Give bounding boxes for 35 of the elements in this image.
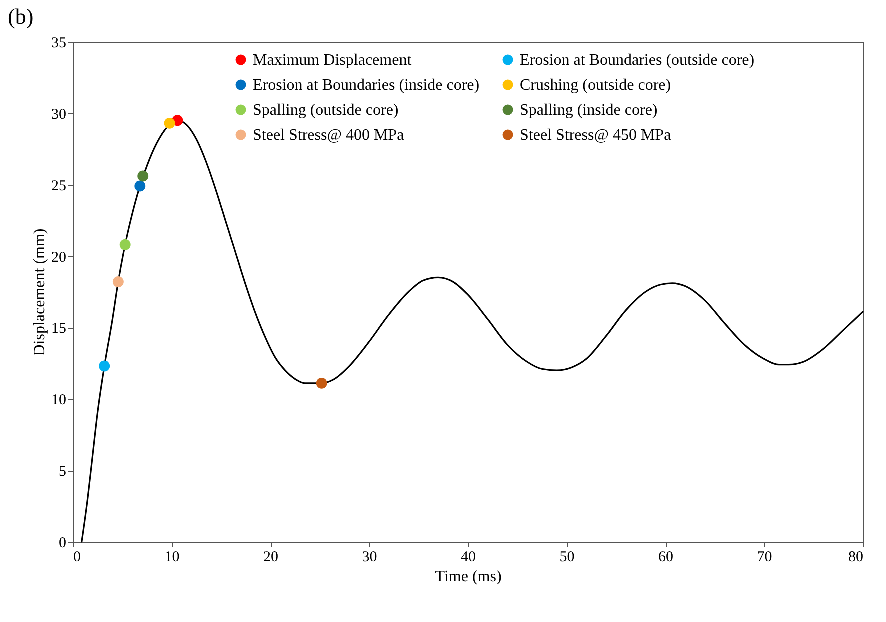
x-tick-label: 80	[848, 550, 864, 566]
x-tick-label: 60	[658, 550, 674, 566]
x-axis-title: Time (ms)	[435, 568, 502, 586]
y-axis-title: Displacement (mm)	[32, 228, 48, 356]
point	[138, 170, 149, 182]
y-tick-label: 35	[52, 36, 66, 52]
y-tick-label: 30	[52, 106, 66, 123]
legend-label: Maximum Displacement	[253, 52, 412, 69]
point	[164, 118, 176, 129]
legend-label: Erosion at Boundaries (outside core)	[520, 52, 755, 69]
point	[120, 239, 131, 250]
x-tick-label: 40	[461, 550, 476, 566]
x-tick-label: 50	[560, 550, 575, 566]
y-tick-label: 15	[52, 321, 66, 338]
point	[316, 378, 328, 389]
point	[134, 180, 146, 192]
x-tick-label: 10	[164, 550, 180, 566]
y-tick-label: 25	[52, 178, 66, 194]
legend-label: Steel Stress@ 450 MPa	[520, 127, 672, 144]
x-tick-label: 0	[74, 550, 81, 566]
legend-label: Spalling (inside core)	[520, 102, 658, 119]
point	[99, 360, 110, 372]
point	[112, 276, 124, 288]
x-tick-label: 20	[264, 550, 278, 566]
legend-label: Steel Stress@ 400 MPa	[253, 127, 404, 144]
legend-label: Erosion at Boundaries (inside core)	[253, 77, 480, 94]
y-tick-label: 5	[59, 464, 66, 480]
y-tick-label: 0	[59, 536, 66, 552]
chart-title: (b)	[8, 4, 34, 29]
y-tick-label: 20	[52, 250, 66, 266]
x-tick-label: 30	[362, 550, 378, 566]
legend-label: Crushing (outside core)	[520, 77, 672, 94]
x-tick-label: 70	[757, 550, 772, 566]
legend-label: Spalling (outside core)	[253, 102, 399, 119]
y-tick-label: 10	[52, 392, 66, 409]
